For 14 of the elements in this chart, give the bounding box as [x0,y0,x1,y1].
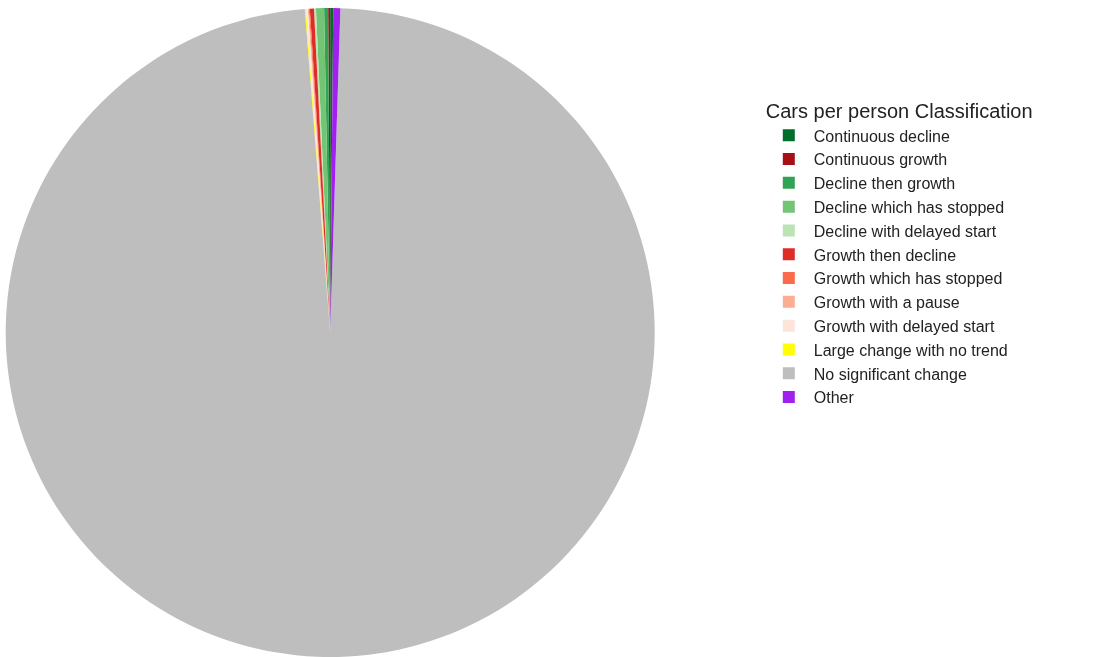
legend-label: Growth with a pause [813,294,960,312]
legend-title: Cars per person Classification [765,100,1033,123]
legend-label: No significant change [813,365,967,383]
legend-label: Continuous decline [813,127,950,145]
legend-label: Decline then growth [813,175,956,193]
pie-slice [6,8,655,657]
legend-label: Other [813,389,855,407]
legend-label: Continuous growth [813,151,948,169]
legend-label: Decline which has stopped [813,198,1005,216]
legend-label: Growth with delayed start [813,317,995,335]
legend-label: Decline with delayed start [813,222,997,240]
legend-label: Growth which has stopped [813,270,1003,288]
legend-label: Large change with no trend [813,341,1008,359]
legend-label: Growth then decline [813,246,957,264]
